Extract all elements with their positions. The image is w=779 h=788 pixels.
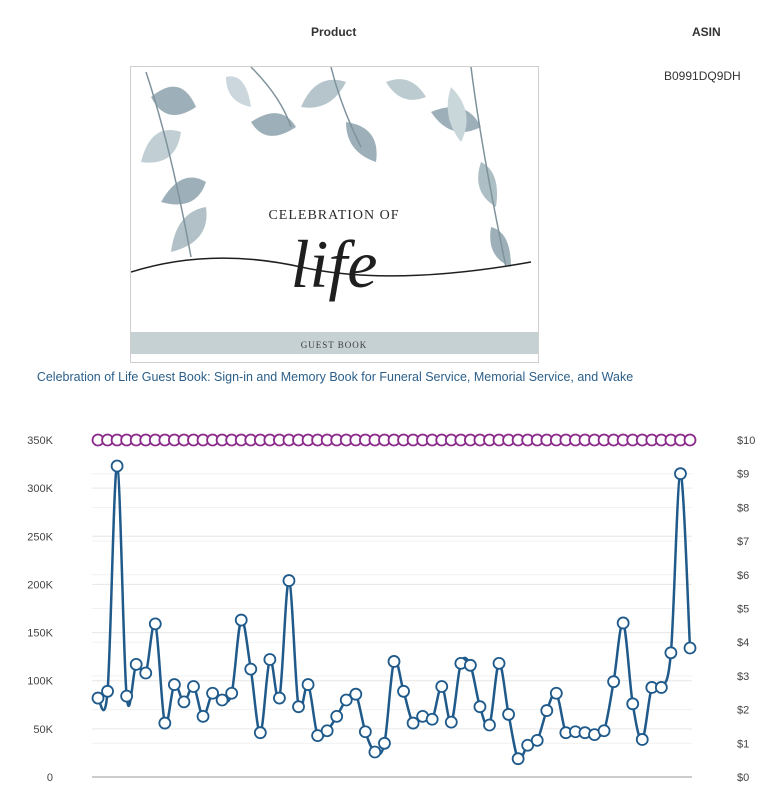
left-tick-label: 200K xyxy=(27,579,53,591)
left-tick-label: 150K xyxy=(27,628,53,640)
right-tick-label: $5 xyxy=(737,604,749,616)
right-tick-label: $7 xyxy=(737,536,749,548)
left-tick-label: 350K xyxy=(27,435,53,447)
rank-data-point[interactable] xyxy=(215,693,229,707)
rank-data-point[interactable] xyxy=(129,657,143,671)
rank-data-point[interactable] xyxy=(91,691,105,705)
right-tick-label: $3 xyxy=(737,671,749,683)
rank-data-point[interactable] xyxy=(683,641,697,655)
rank-data-point[interactable] xyxy=(110,459,124,473)
rank-data-point[interactable] xyxy=(244,662,258,676)
rank-data-point[interactable] xyxy=(549,686,563,700)
product-title-link[interactable]: Celebration of Life Guest Book: Sign-in … xyxy=(36,370,634,384)
rank-data-point[interactable] xyxy=(444,715,458,729)
right-tick-label: $6 xyxy=(737,570,749,582)
rank-data-point[interactable] xyxy=(206,686,219,700)
right-tick-label: $10 xyxy=(737,435,755,447)
right-tick-label: $9 xyxy=(737,469,749,481)
rank-data-point[interactable] xyxy=(282,574,296,587)
book-cover-art: CELEBRATION OF life GUEST BOOK xyxy=(131,67,538,354)
rank-data-point[interactable] xyxy=(502,708,515,721)
left-tick-label: 250K xyxy=(27,531,53,543)
rank-data-point[interactable] xyxy=(540,704,554,717)
price-data-point[interactable] xyxy=(683,433,697,447)
rank-data-point[interactable] xyxy=(148,617,162,631)
rank-data-point[interactable] xyxy=(158,716,172,730)
column-header-product: Product xyxy=(311,25,357,39)
right-tick-label: $8 xyxy=(737,502,749,514)
rank-data-point[interactable] xyxy=(387,655,401,668)
left-tick-label: 50K xyxy=(33,724,53,736)
rank-data-point[interactable] xyxy=(330,709,344,723)
rank-series-line xyxy=(96,464,692,761)
rank-data-point[interactable] xyxy=(101,684,114,698)
rank-data-point[interactable] xyxy=(253,726,267,740)
rank-data-point[interactable] xyxy=(139,666,153,680)
rank-data-point[interactable] xyxy=(473,700,487,714)
rank-data-point[interactable] xyxy=(674,467,687,481)
rank-data-point[interactable] xyxy=(511,752,525,766)
cover-line2: life xyxy=(291,226,378,302)
rank-data-point[interactable] xyxy=(492,656,506,670)
rank-data-point[interactable] xyxy=(292,700,305,714)
left-tick-label: 300K xyxy=(27,483,53,495)
right-axis: $0 $1 $2 $3 $4 $5 $6 $7 $8 $9 $10 xyxy=(737,435,755,784)
rank-data-point[interactable] xyxy=(349,687,363,701)
chart-series xyxy=(91,433,697,766)
right-tick-label: $0 xyxy=(737,772,749,784)
rank-data-point[interactable] xyxy=(530,734,544,747)
chart-grid xyxy=(92,439,692,778)
cover-line1: CELEBRATION OF xyxy=(268,208,399,223)
column-header-asin: ASIN xyxy=(692,25,721,39)
rank-data-point[interactable] xyxy=(339,693,353,707)
rank-data-point[interactable] xyxy=(463,658,477,672)
rank-data-point[interactable] xyxy=(597,724,611,738)
rank-data-point[interactable] xyxy=(358,725,372,739)
rank-data-point[interactable] xyxy=(654,681,668,694)
cover-band: GUEST BOOK xyxy=(301,340,368,350)
rank-data-point[interactable] xyxy=(368,745,382,759)
rank-data-point[interactable] xyxy=(263,653,277,666)
rank-data-point[interactable] xyxy=(635,733,649,746)
rank-data-point[interactable] xyxy=(234,613,248,627)
rank-data-point[interactable] xyxy=(626,697,640,711)
left-axis: 0 50K 100K 150K 200K 250K 300K 350K xyxy=(27,435,53,784)
left-tick-label: 0 xyxy=(47,772,53,784)
rank-data-point[interactable] xyxy=(225,686,239,700)
rank-data-point[interactable] xyxy=(196,709,210,723)
rank-data-point[interactable] xyxy=(607,675,621,689)
rank-data-point[interactable] xyxy=(425,712,439,726)
rank-data-point[interactable] xyxy=(378,736,391,750)
rank-data-point[interactable] xyxy=(187,680,200,693)
left-tick-label: 100K xyxy=(27,676,53,688)
rank-data-point[interactable] xyxy=(301,678,315,691)
rank-data-point[interactable] xyxy=(616,616,630,630)
rank-data-point[interactable] xyxy=(320,724,334,738)
rank-data-point[interactable] xyxy=(664,646,678,660)
rank-data-point[interactable] xyxy=(435,680,449,693)
rank-data-point[interactable] xyxy=(177,695,191,709)
product-image[interactable]: CELEBRATION OF life GUEST BOOK xyxy=(130,66,539,363)
rank-data-point[interactable] xyxy=(397,684,410,698)
rank-data-point[interactable] xyxy=(273,691,286,705)
right-tick-label: $2 xyxy=(737,705,749,717)
rank-data-point[interactable] xyxy=(483,718,496,732)
asin-value: B0991DQ9DH xyxy=(664,69,741,83)
rank-data-point[interactable] xyxy=(120,689,134,703)
right-tick-label: $1 xyxy=(737,738,749,750)
right-tick-label: $4 xyxy=(737,637,749,649)
rank-data-point[interactable] xyxy=(406,716,420,730)
rank-data-point[interactable] xyxy=(167,678,181,691)
